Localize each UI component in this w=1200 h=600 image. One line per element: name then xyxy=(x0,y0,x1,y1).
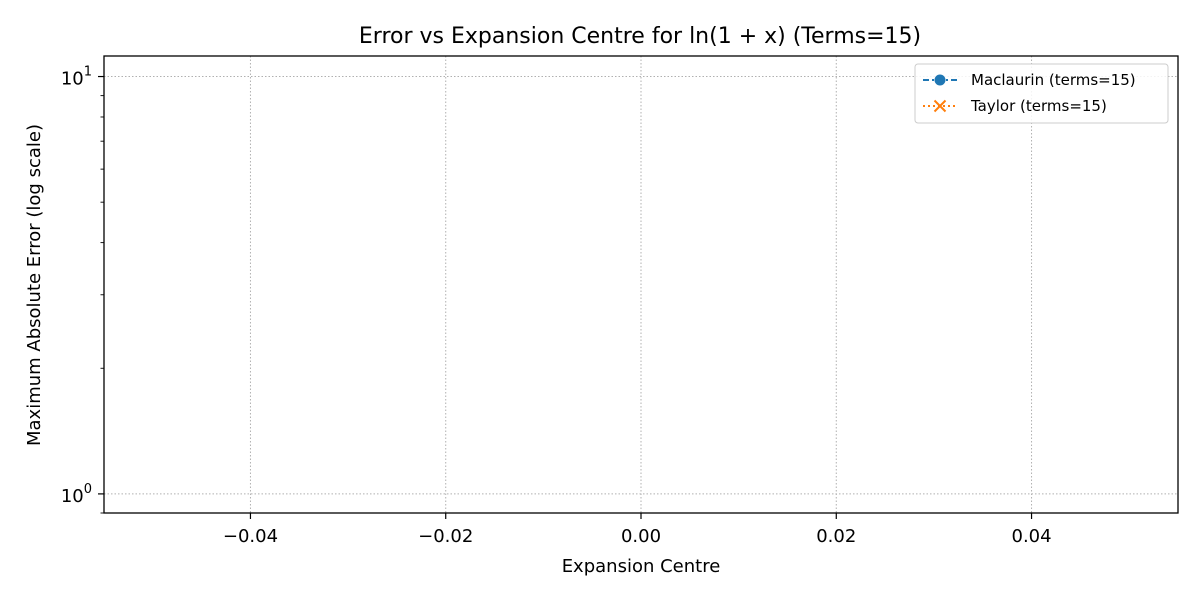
x-tick-label: −0.02 xyxy=(418,526,473,547)
x-tick-label: 0.00 xyxy=(621,526,661,547)
legend: Maclaurin (terms=15) Taylor (terms=15) xyxy=(914,63,1169,124)
legend-marker-circle xyxy=(934,74,946,86)
legend-label: Taylor (terms=15) xyxy=(970,97,1107,115)
y-axis-label: Maximum Absolute Error (log scale) xyxy=(24,124,45,446)
y-axis: 100 101 xyxy=(61,65,104,514)
grid xyxy=(104,56,1178,513)
chart-title: Error vs Expansion Centre for ln(1 + x) … xyxy=(359,24,921,49)
legend-marker-x xyxy=(933,99,947,113)
x-axis-label: Expansion Centre xyxy=(562,556,721,577)
y-tick-label: 100 xyxy=(61,482,92,507)
x-axis: −0.04 −0.02 0.00 0.02 0.04 xyxy=(223,513,1052,547)
x-tick-label: 0.04 xyxy=(1012,526,1052,547)
y-tick-label: 101 xyxy=(61,65,92,90)
legend-label: Maclaurin (terms=15) xyxy=(971,71,1136,89)
x-tick-label: −0.04 xyxy=(223,526,278,547)
x-tick-label: 0.02 xyxy=(816,526,856,547)
legend-box xyxy=(914,63,1169,124)
